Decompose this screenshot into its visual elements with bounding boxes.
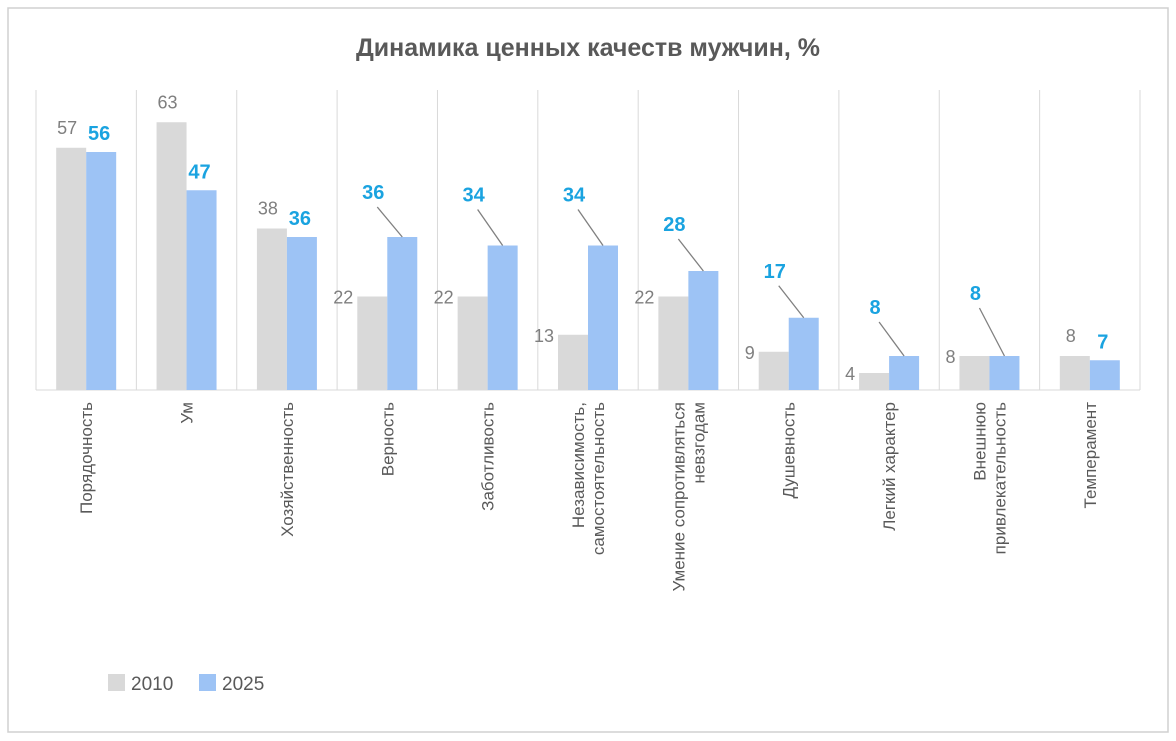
legend-label-2025: 2025	[222, 674, 264, 695]
data-label-2025: 8	[870, 297, 881, 319]
leader-line	[477, 209, 504, 246]
leader-line	[376, 206, 403, 238]
bar-2025	[588, 245, 618, 390]
bar-2010	[758, 351, 789, 390]
bar-2025	[688, 271, 719, 390]
data-label-2025: 7	[1097, 331, 1108, 353]
legend-swatch-2025	[199, 674, 216, 691]
bar-2025	[1089, 360, 1120, 390]
category-labels: Порядочность Ум Хозяйственность Верность Заб…	[77, 402, 1100, 592]
leader-line	[878, 321, 905, 357]
bar-2010	[156, 122, 187, 390]
category-label: Независимость,	[569, 402, 588, 528]
category-label: Хозяйственность	[278, 402, 297, 537]
data-label-2010: 8	[1066, 326, 1076, 346]
bar-2010	[959, 356, 990, 390]
legend: 2010 2025	[108, 674, 264, 695]
data-label-2010: 57	[57, 118, 77, 138]
bar-2010	[1059, 356, 1090, 390]
data-label-2025: 56	[88, 123, 110, 145]
data-label-2010: 4	[845, 364, 855, 384]
leader-line	[677, 238, 704, 272]
bar-2025	[989, 356, 1020, 390]
bar-2025	[387, 237, 418, 390]
gridlines	[35, 90, 1141, 391]
leader-line	[577, 209, 604, 246]
bar-2010	[56, 147, 87, 390]
data-label-2025: 36	[362, 182, 384, 204]
category-label: Умение сопротивляться	[669, 402, 688, 592]
bar-2010	[859, 373, 890, 390]
bar-2025	[286, 237, 317, 390]
legend-swatch-2010	[108, 674, 125, 691]
bar-2010	[658, 296, 689, 390]
bar-2010	[457, 296, 488, 390]
category-label: Внешнюю	[970, 402, 989, 481]
category-label: Душевность	[780, 402, 799, 499]
data-label-2025: 34	[463, 185, 486, 207]
data-label-2010: 22	[634, 288, 654, 308]
category-label: Легкий характер	[880, 402, 899, 531]
data-label-2010: 63	[158, 92, 178, 112]
data-label-2025: 28	[663, 214, 685, 236]
legend-label-2010: 2010	[131, 674, 173, 695]
category-label: Верность	[378, 402, 397, 476]
data-label-2010: 38	[258, 199, 278, 219]
category-label: самостоятельность	[589, 402, 608, 555]
chart-title: Динамика ценных качеств мужчин, %	[356, 34, 820, 62]
bar-2025	[186, 190, 217, 390]
category-label: Ум	[178, 402, 197, 424]
category-label: Темперамент	[1081, 402, 1100, 509]
data-label-2010: 13	[534, 326, 554, 346]
data-label-2010: 22	[333, 288, 353, 308]
data-label-2025: 8	[970, 283, 981, 305]
category-label: привлекательность	[990, 402, 1009, 554]
bars	[56, 122, 1120, 390]
leader-line	[778, 285, 805, 319]
data-label-2010: 9	[745, 343, 755, 363]
leader-line	[978, 307, 1006, 357]
bar-2025	[487, 245, 518, 390]
data-label-2025: 17	[764, 261, 786, 283]
category-label: Заботливость	[479, 402, 498, 511]
bar-2010	[256, 228, 287, 390]
category-label: невзгодам	[689, 402, 708, 483]
data-label-2010: 8	[945, 347, 955, 367]
bar-2025	[86, 152, 117, 390]
bar-2025	[788, 317, 819, 390]
data-label-2025: 36	[289, 208, 311, 230]
bar-2010	[558, 334, 588, 390]
bar-2025	[889, 356, 920, 390]
category-label: Порядочность	[77, 402, 96, 514]
data-label-2010: 22	[434, 288, 454, 308]
data-label-2025: 34	[563, 185, 586, 207]
data-labels: 57 56 63 47 38 36 22 36 22 34 13 34 22 28 9 17 4 8 8 8 8 7	[57, 92, 1108, 384]
bar-2010	[357, 296, 388, 390]
data-label-2025: 47	[188, 161, 210, 183]
